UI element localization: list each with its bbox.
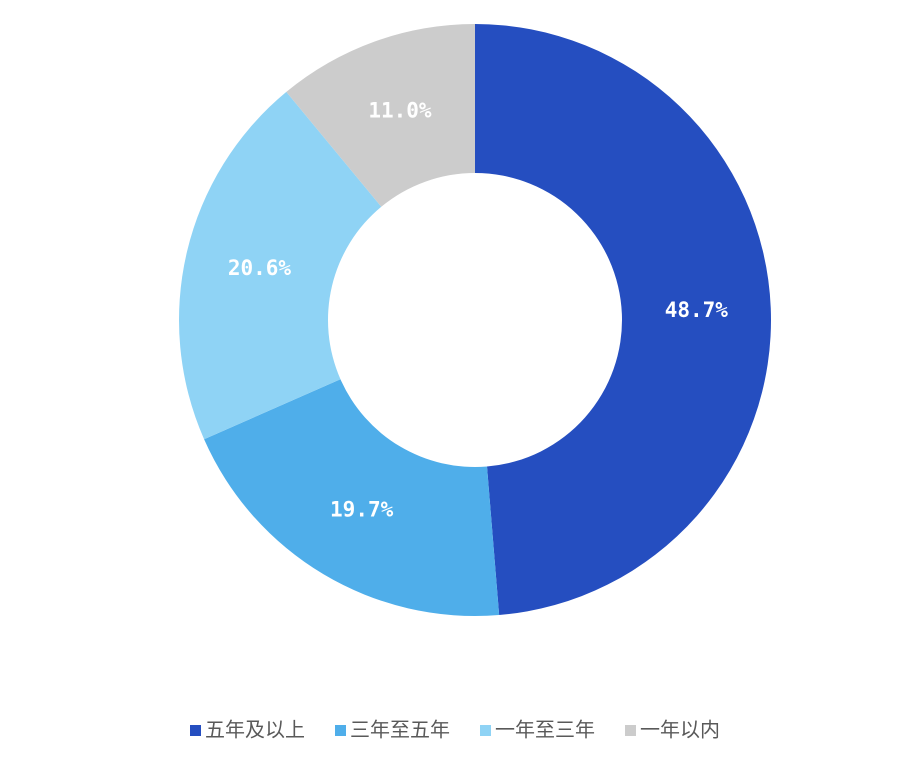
legend-label: 一年以内: [640, 718, 720, 742]
legend-label: 五年及以上: [205, 718, 305, 742]
legend-swatch: [625, 725, 636, 736]
legend-swatch: [190, 725, 201, 736]
legend-swatch: [480, 725, 491, 736]
value-label: 48.7%: [665, 298, 729, 322]
legend-swatch: [335, 725, 346, 736]
donut-slice: [475, 24, 772, 616]
donut-slice: [286, 24, 475, 207]
value-label: 19.7%: [330, 497, 394, 521]
value-label: 11.0%: [368, 99, 432, 123]
donut-slice: [204, 379, 500, 617]
legend-label: 一年至三年: [495, 718, 595, 742]
donut-slice: [178, 91, 382, 440]
value-label: 20.6%: [228, 256, 292, 280]
legend-label: 三年至五年: [350, 718, 450, 742]
